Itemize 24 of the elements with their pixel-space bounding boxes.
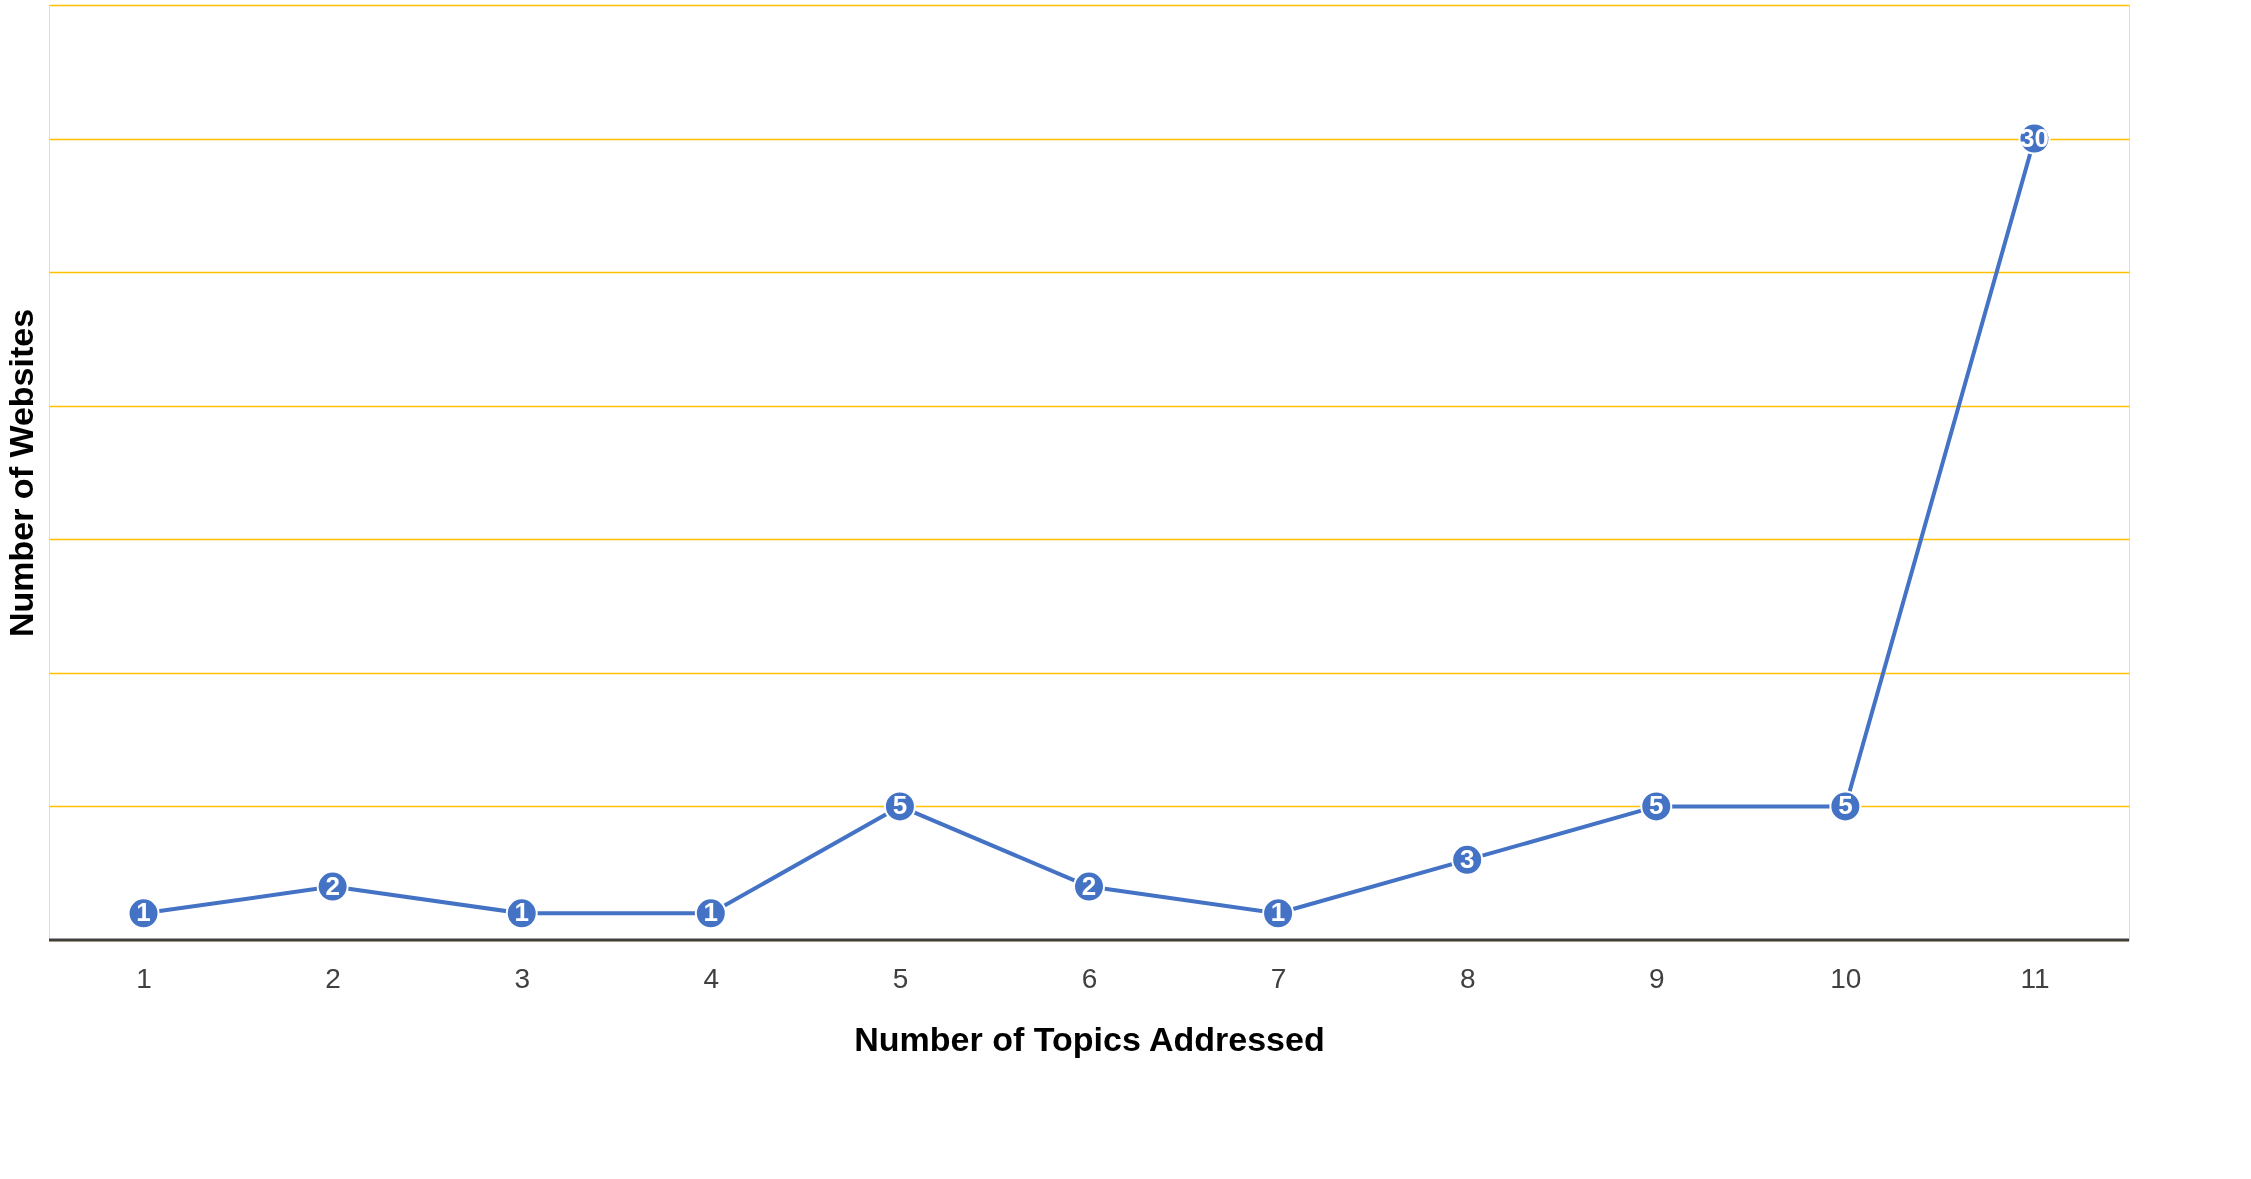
data-label: 5 [1838,790,1853,821]
data-label: 3 [1459,843,1475,874]
data-label: 5 [892,790,908,821]
data-label: 30 [2019,122,2049,153]
x-tick-label: 5 [892,962,909,994]
x-tick-label: 6 [1081,962,1098,994]
x-tick-label: 2 [325,962,341,994]
x-tick-label: 3 [514,962,531,994]
y-axis-title: Number of Websites [1,308,40,638]
data-label: 2 [1081,870,1097,901]
data-label: 1 [136,897,151,928]
x-tick-label: 8 [1459,962,1476,994]
data-label: 1 [1270,897,1286,928]
x-tick-label: 10 [1830,962,1862,994]
x-tick-label: 11 [2020,962,2050,994]
data-label: 1 [703,897,719,928]
data-label: 5 [1649,790,1664,821]
data-label: 2 [325,870,340,901]
data-label: 1 [514,897,529,928]
x-tick-label: 4 [703,962,720,994]
x-tick-label: 1 [136,962,152,994]
x-axis-title: Number of Topics Addressed [854,1019,1325,1058]
x-tick-label: 9 [1648,962,1665,994]
x-tick-label: 7 [1270,962,1287,994]
